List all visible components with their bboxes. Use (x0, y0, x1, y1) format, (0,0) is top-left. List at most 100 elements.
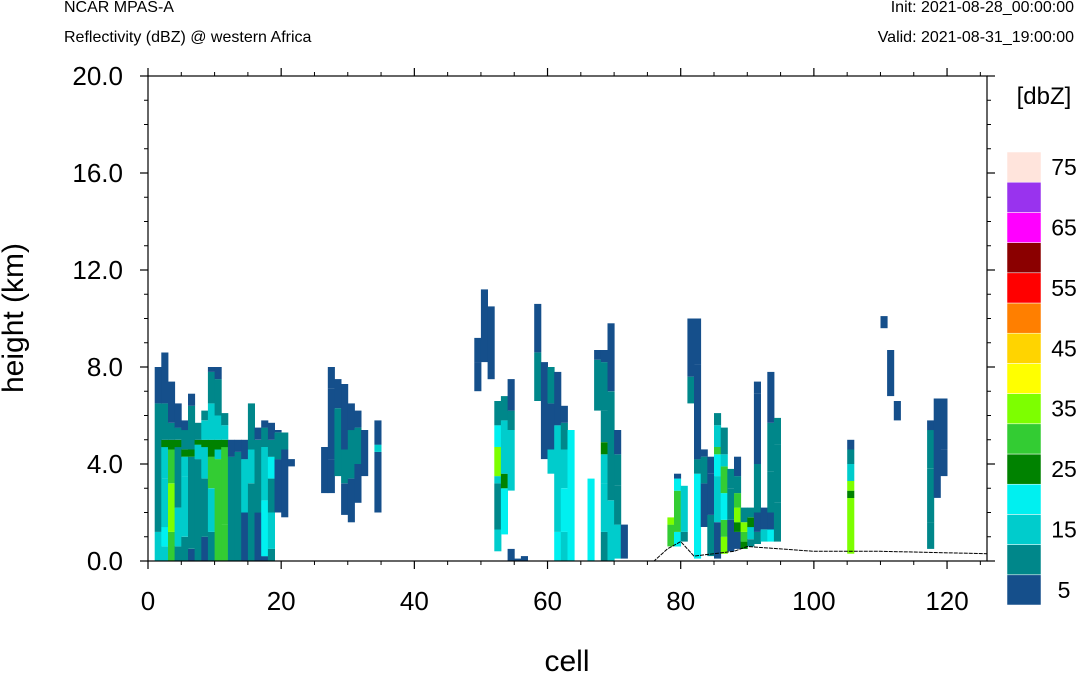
reflectivity-cell (740, 507, 748, 523)
reflectivity-cell (254, 427, 262, 440)
reflectivity-cell (847, 481, 855, 491)
reflectivity-cell (247, 483, 255, 561)
reflectivity-cell (161, 478, 169, 528)
colorbar-box (1006, 332, 1042, 364)
reflectivity-cell (507, 379, 515, 411)
reflectivity-cell (161, 447, 169, 479)
reflectivity-cell (714, 454, 722, 477)
reflectivity-cell (720, 427, 728, 455)
reflectivity-cell (740, 531, 748, 542)
reflectivity-cell (354, 427, 362, 464)
reflectivity-cell (221, 447, 229, 525)
reflectivity-cell (181, 420, 189, 431)
reflectivity-cell (168, 439, 176, 450)
reflectivity-cell (740, 541, 748, 549)
reflectivity-cell (247, 449, 255, 484)
reflectivity-cell (747, 527, 755, 540)
reflectivity-cell (560, 449, 568, 489)
chart-subtitle: Reflectivity (dBZ) @ western Africa (64, 29, 312, 46)
reflectivity-cell (674, 531, 682, 547)
reflectivity-cell (474, 362, 482, 392)
reflectivity-cell (500, 396, 508, 421)
reflectivity-cell (567, 430, 575, 561)
reflectivity-cell (494, 476, 502, 484)
reflectivity-cell (734, 493, 742, 508)
x-axis-label: cell (544, 645, 589, 677)
reflectivity-cell (207, 403, 215, 440)
reflectivity-cell (287, 459, 295, 467)
y-tick-label: 0.0 (87, 546, 123, 576)
reflectivity-cell (214, 449, 222, 460)
reflectivity-cell (168, 381, 176, 423)
reflectivity-cell (507, 410, 515, 430)
reflectivity-cell (720, 536, 728, 554)
reflectivity-cell (161, 527, 169, 547)
reflectivity-cell (181, 456, 189, 477)
reflectivity-cell (267, 439, 275, 457)
reflectivity-cell (341, 483, 349, 515)
reflectivity-cell (560, 422, 568, 450)
reflectivity-cell (700, 456, 708, 484)
reflectivity-cell (194, 459, 202, 561)
reflectivity-cell (847, 449, 855, 464)
reflectivity-cell (694, 364, 702, 460)
reflectivity-cell (940, 449, 948, 477)
reflectivity-cell (161, 439, 169, 448)
reflectivity-cell (893, 401, 901, 421)
colorbar-label: 5 (1058, 577, 1071, 603)
reflectivity-cell (347, 403, 355, 431)
reflectivity-cell (161, 352, 169, 404)
x-tick-label: 20 (267, 586, 296, 616)
x-tick-label: 100 (792, 586, 835, 616)
y-tick-label: 4.0 (87, 449, 123, 479)
reflectivity-cell (261, 427, 269, 447)
reflectivity-cell (347, 430, 355, 479)
reflectivity-cell (560, 531, 568, 561)
reflectivity-cell (674, 478, 682, 491)
reflectivity-cell (727, 488, 735, 520)
reflectivity-cell (547, 403, 555, 450)
x-tick-label: 60 (533, 586, 562, 616)
reflectivity-cell (227, 456, 235, 561)
colorbar-title: [dbZ] (1017, 83, 1072, 110)
reflectivity-cell (607, 430, 615, 501)
colorbar-box (1006, 363, 1042, 394)
reflectivity-cell (707, 473, 715, 515)
reflectivity-cell (933, 398, 941, 498)
reflectivity-cell (214, 415, 222, 440)
reflectivity-cell (740, 522, 748, 532)
reflectivity-cell (221, 413, 229, 426)
reflectivity-cell (714, 476, 722, 523)
reflectivity-cell (753, 464, 761, 513)
reflectivity-cell (773, 417, 781, 445)
reflectivity-cell (880, 316, 888, 329)
reflectivity-cell (261, 556, 269, 561)
reflectivity-cell (341, 401, 349, 450)
reflectivity-cell (267, 548, 275, 561)
reflectivity-cell (161, 546, 169, 561)
colorbar-box (1006, 151, 1042, 183)
y-tick-label: 12.0 (72, 255, 123, 285)
reflectivity-cell (227, 439, 235, 457)
y-axis-label: height (km) (0, 243, 30, 393)
reflectivity-cell (700, 483, 708, 527)
reflectivity-cell (734, 456, 742, 477)
reflectivity-cell (174, 403, 182, 428)
reflectivity-cell (600, 442, 608, 455)
reflectivity-cell (188, 449, 196, 457)
reflectivity-cell (168, 483, 176, 532)
reflectivity-cell (221, 439, 229, 448)
colorbar-box (1006, 393, 1042, 425)
reflectivity-cell (614, 524, 622, 559)
reflectivity-cell (734, 476, 742, 494)
reflectivity-cell (600, 454, 608, 484)
plot-frame (147, 75, 988, 562)
colorbar-box (1006, 242, 1042, 274)
reflectivity-cell (694, 318, 702, 365)
reflectivity-cell (760, 529, 768, 542)
reflectivity-cell (607, 500, 615, 561)
reflectivity-cell (720, 493, 728, 520)
reflectivity-cell (687, 318, 695, 377)
reflectivity-cell (494, 483, 502, 530)
